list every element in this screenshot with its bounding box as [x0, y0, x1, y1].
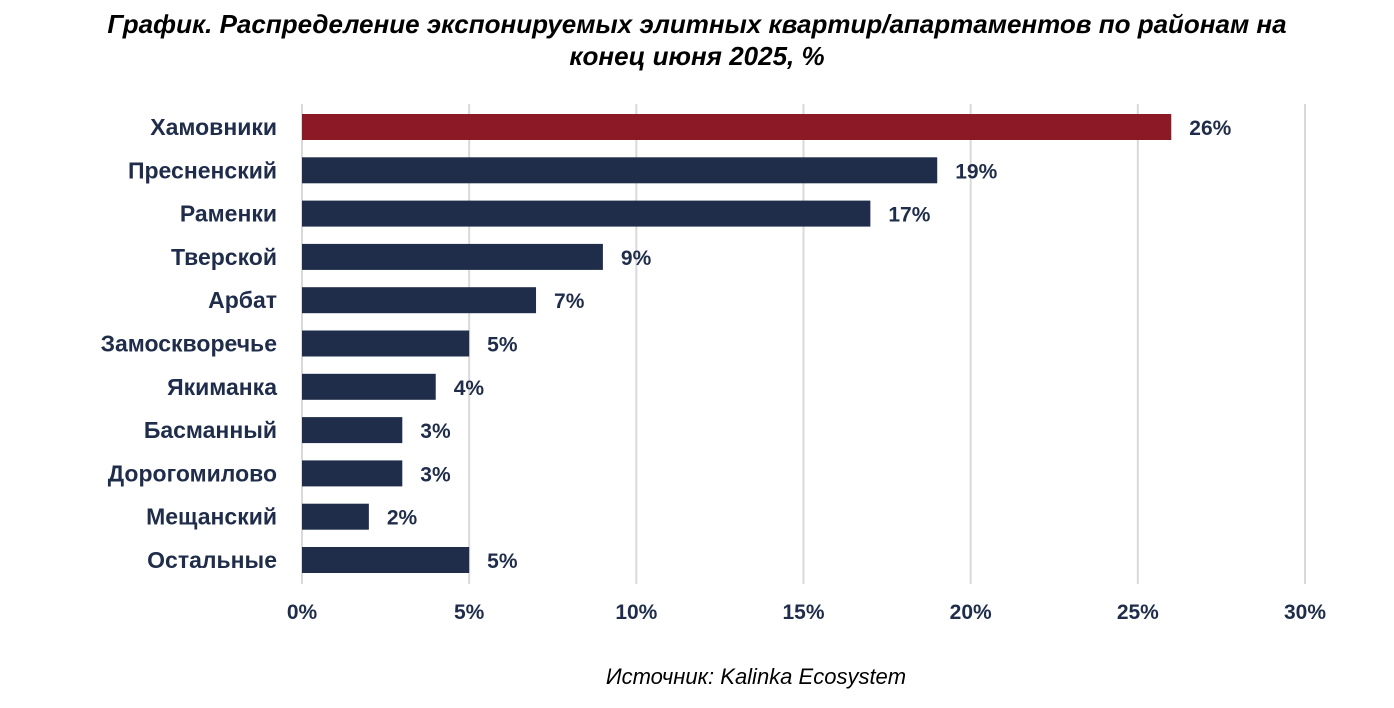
category-label: Пресненский [128, 157, 277, 183]
category-label: Хамовники [150, 114, 277, 140]
bar [302, 287, 537, 314]
category-label: Арбат [208, 287, 277, 313]
x-axis: 0% 5% 10% 15% 20% 25% 30% [287, 601, 1327, 624]
data-label: 19% [955, 160, 997, 183]
category-label: Якиманка [167, 374, 277, 400]
data-label: 17% [888, 204, 930, 227]
bar [302, 114, 1172, 140]
data-label: 5% [487, 550, 518, 573]
chart-title-line-1: График. Распределение экспонируемых элит… [107, 9, 1287, 39]
bar-layer [302, 114, 1172, 573]
category-label: Раменки [180, 201, 277, 227]
chart-title: График. Распределение экспонируемых элит… [0, 8, 1394, 72]
x-tick-label: 30% [1284, 601, 1326, 624]
data-label: 26% [1189, 117, 1231, 140]
bar [302, 417, 403, 444]
data-label: 2% [387, 507, 418, 530]
bar [302, 243, 603, 270]
x-tick-label: 0% [287, 601, 318, 624]
label-layer: Хамовники 26% Пресненский 19% Раменки 17% Твер… [101, 114, 1232, 573]
x-tick-label: 20% [950, 601, 992, 624]
x-tick-label: 10% [615, 601, 657, 624]
category-label: Замоскворечье [101, 331, 277, 357]
source-note: Источник: Kalinka Ecosystem [605, 664, 907, 689]
grid-layer [301, 104, 1306, 584]
data-label: 9% [621, 247, 652, 270]
data-label: 4% [454, 377, 485, 400]
chart-title-line-2: конец июня 2025, % [569, 41, 825, 71]
data-label: 3% [420, 463, 451, 486]
data-label: 5% [487, 334, 518, 357]
data-label: 7% [554, 290, 585, 313]
bar [302, 157, 938, 184]
bar [302, 460, 403, 487]
x-tick-label: 25% [1117, 601, 1159, 624]
category-label: Остальные [147, 547, 277, 573]
x-tick-label: 5% [454, 601, 485, 624]
bar [302, 200, 871, 227]
category-label: Мещанский [146, 504, 277, 530]
bar [302, 330, 470, 357]
bar [302, 547, 470, 573]
data-label: 3% [420, 420, 451, 443]
category-label: Дорогомилово [108, 460, 277, 486]
category-label: Тверской [171, 244, 277, 270]
category-label: Басманный [144, 417, 277, 443]
bar [302, 373, 436, 400]
bar [302, 503, 369, 530]
x-tick-label: 15% [782, 601, 824, 624]
